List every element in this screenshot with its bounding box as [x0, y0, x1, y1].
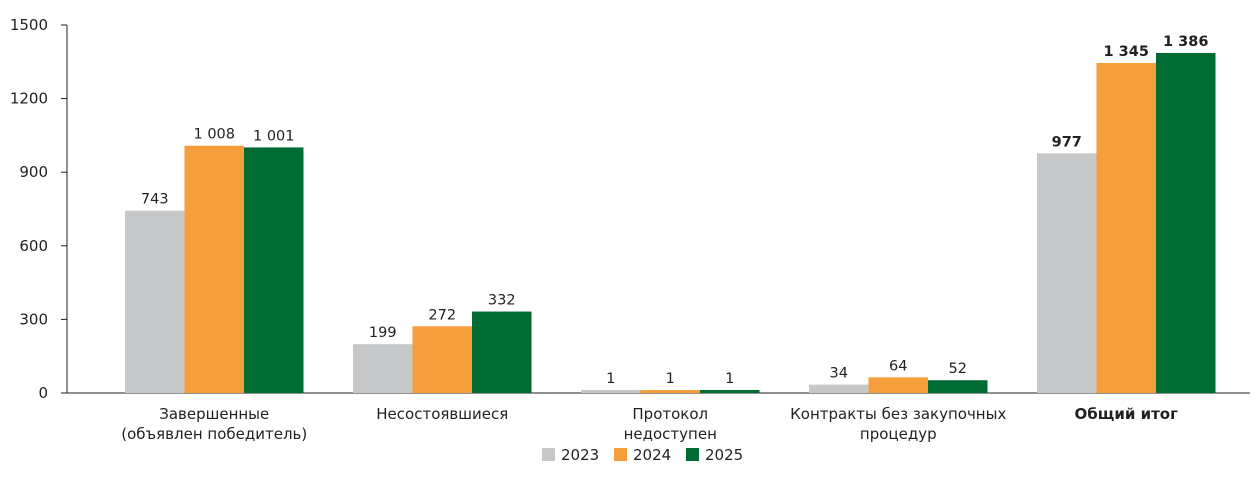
category-label: процедур — [860, 425, 937, 443]
data-label: 977 — [1052, 134, 1082, 150]
bar-2023-3 — [809, 384, 869, 393]
y-tick-label: 0 — [38, 384, 48, 402]
bar-2025-3 — [928, 380, 988, 393]
data-label: 1 345 — [1104, 44, 1149, 60]
data-label: 743 — [141, 192, 169, 208]
data-label: 1 001 — [253, 128, 295, 144]
y-tick-label: 1500 — [10, 16, 48, 34]
data-label: 1 — [666, 371, 675, 387]
legend-label: 2025 — [705, 446, 743, 464]
data-label: 52 — [949, 361, 967, 377]
data-label: 1 008 — [193, 127, 235, 143]
y-tick-label: 1200 — [10, 90, 48, 108]
category-label: Контракты без закупочных — [790, 405, 1006, 423]
bar-2025-0 — [244, 147, 304, 393]
legend-swatch — [542, 448, 555, 461]
legend: 2023 2024 2025 — [542, 446, 743, 464]
data-label: 1 — [725, 371, 734, 387]
bar-2023-2 — [581, 390, 641, 393]
data-label: 332 — [488, 293, 516, 309]
category-labels: Завершенные (объявлен победитель) Несостоя… — [121, 405, 1178, 443]
bar-2025-4 — [1156, 52, 1216, 394]
data-label: 1 386 — [1163, 34, 1208, 50]
legend-label: 2023 — [561, 446, 599, 464]
legend-label: 2024 — [633, 446, 671, 464]
category-label: Завершенные — [159, 405, 269, 423]
legend-swatch — [686, 448, 699, 461]
category-label: Несостоявшиеся — [376, 405, 508, 423]
legend-swatch — [614, 448, 627, 461]
category-label: Общий итог — [1075, 405, 1179, 423]
y-tick-label: 600 — [19, 237, 48, 255]
data-label: 34 — [830, 366, 848, 382]
y-tick-label: 900 — [19, 163, 48, 181]
bar-2025-2 — [700, 390, 760, 393]
bar-2025-1 — [472, 311, 532, 393]
bar-2024-2 — [640, 390, 700, 393]
bar-2023-0 — [125, 210, 185, 393]
bar-2024-1 — [412, 326, 472, 393]
category-label: (объявлен победитель) — [121, 425, 307, 443]
category-label: недоступен — [624, 425, 717, 443]
legend-item-2023: 2023 — [542, 446, 599, 464]
bars — [125, 52, 1216, 394]
category-label: Протокол — [632, 405, 708, 423]
bar-2024-4 — [1096, 63, 1156, 393]
legend-item-2024: 2024 — [614, 446, 671, 464]
data-label: 272 — [428, 307, 456, 323]
bar-2023-4 — [1037, 153, 1097, 393]
data-labels: 743 1 008 1 001 199 272 332 1 1 1 34 64 52 977 1 345 1… — [141, 34, 1209, 387]
y-tick-label: 300 — [19, 310, 48, 328]
data-label: 64 — [889, 358, 907, 374]
data-label: 1 — [606, 371, 615, 387]
bar-2024-0 — [184, 145, 244, 393]
data-label: 199 — [369, 325, 397, 341]
bar-2023-1 — [353, 344, 413, 393]
bar-2024-3 — [868, 377, 928, 393]
legend-item-2025: 2025 — [686, 446, 743, 464]
